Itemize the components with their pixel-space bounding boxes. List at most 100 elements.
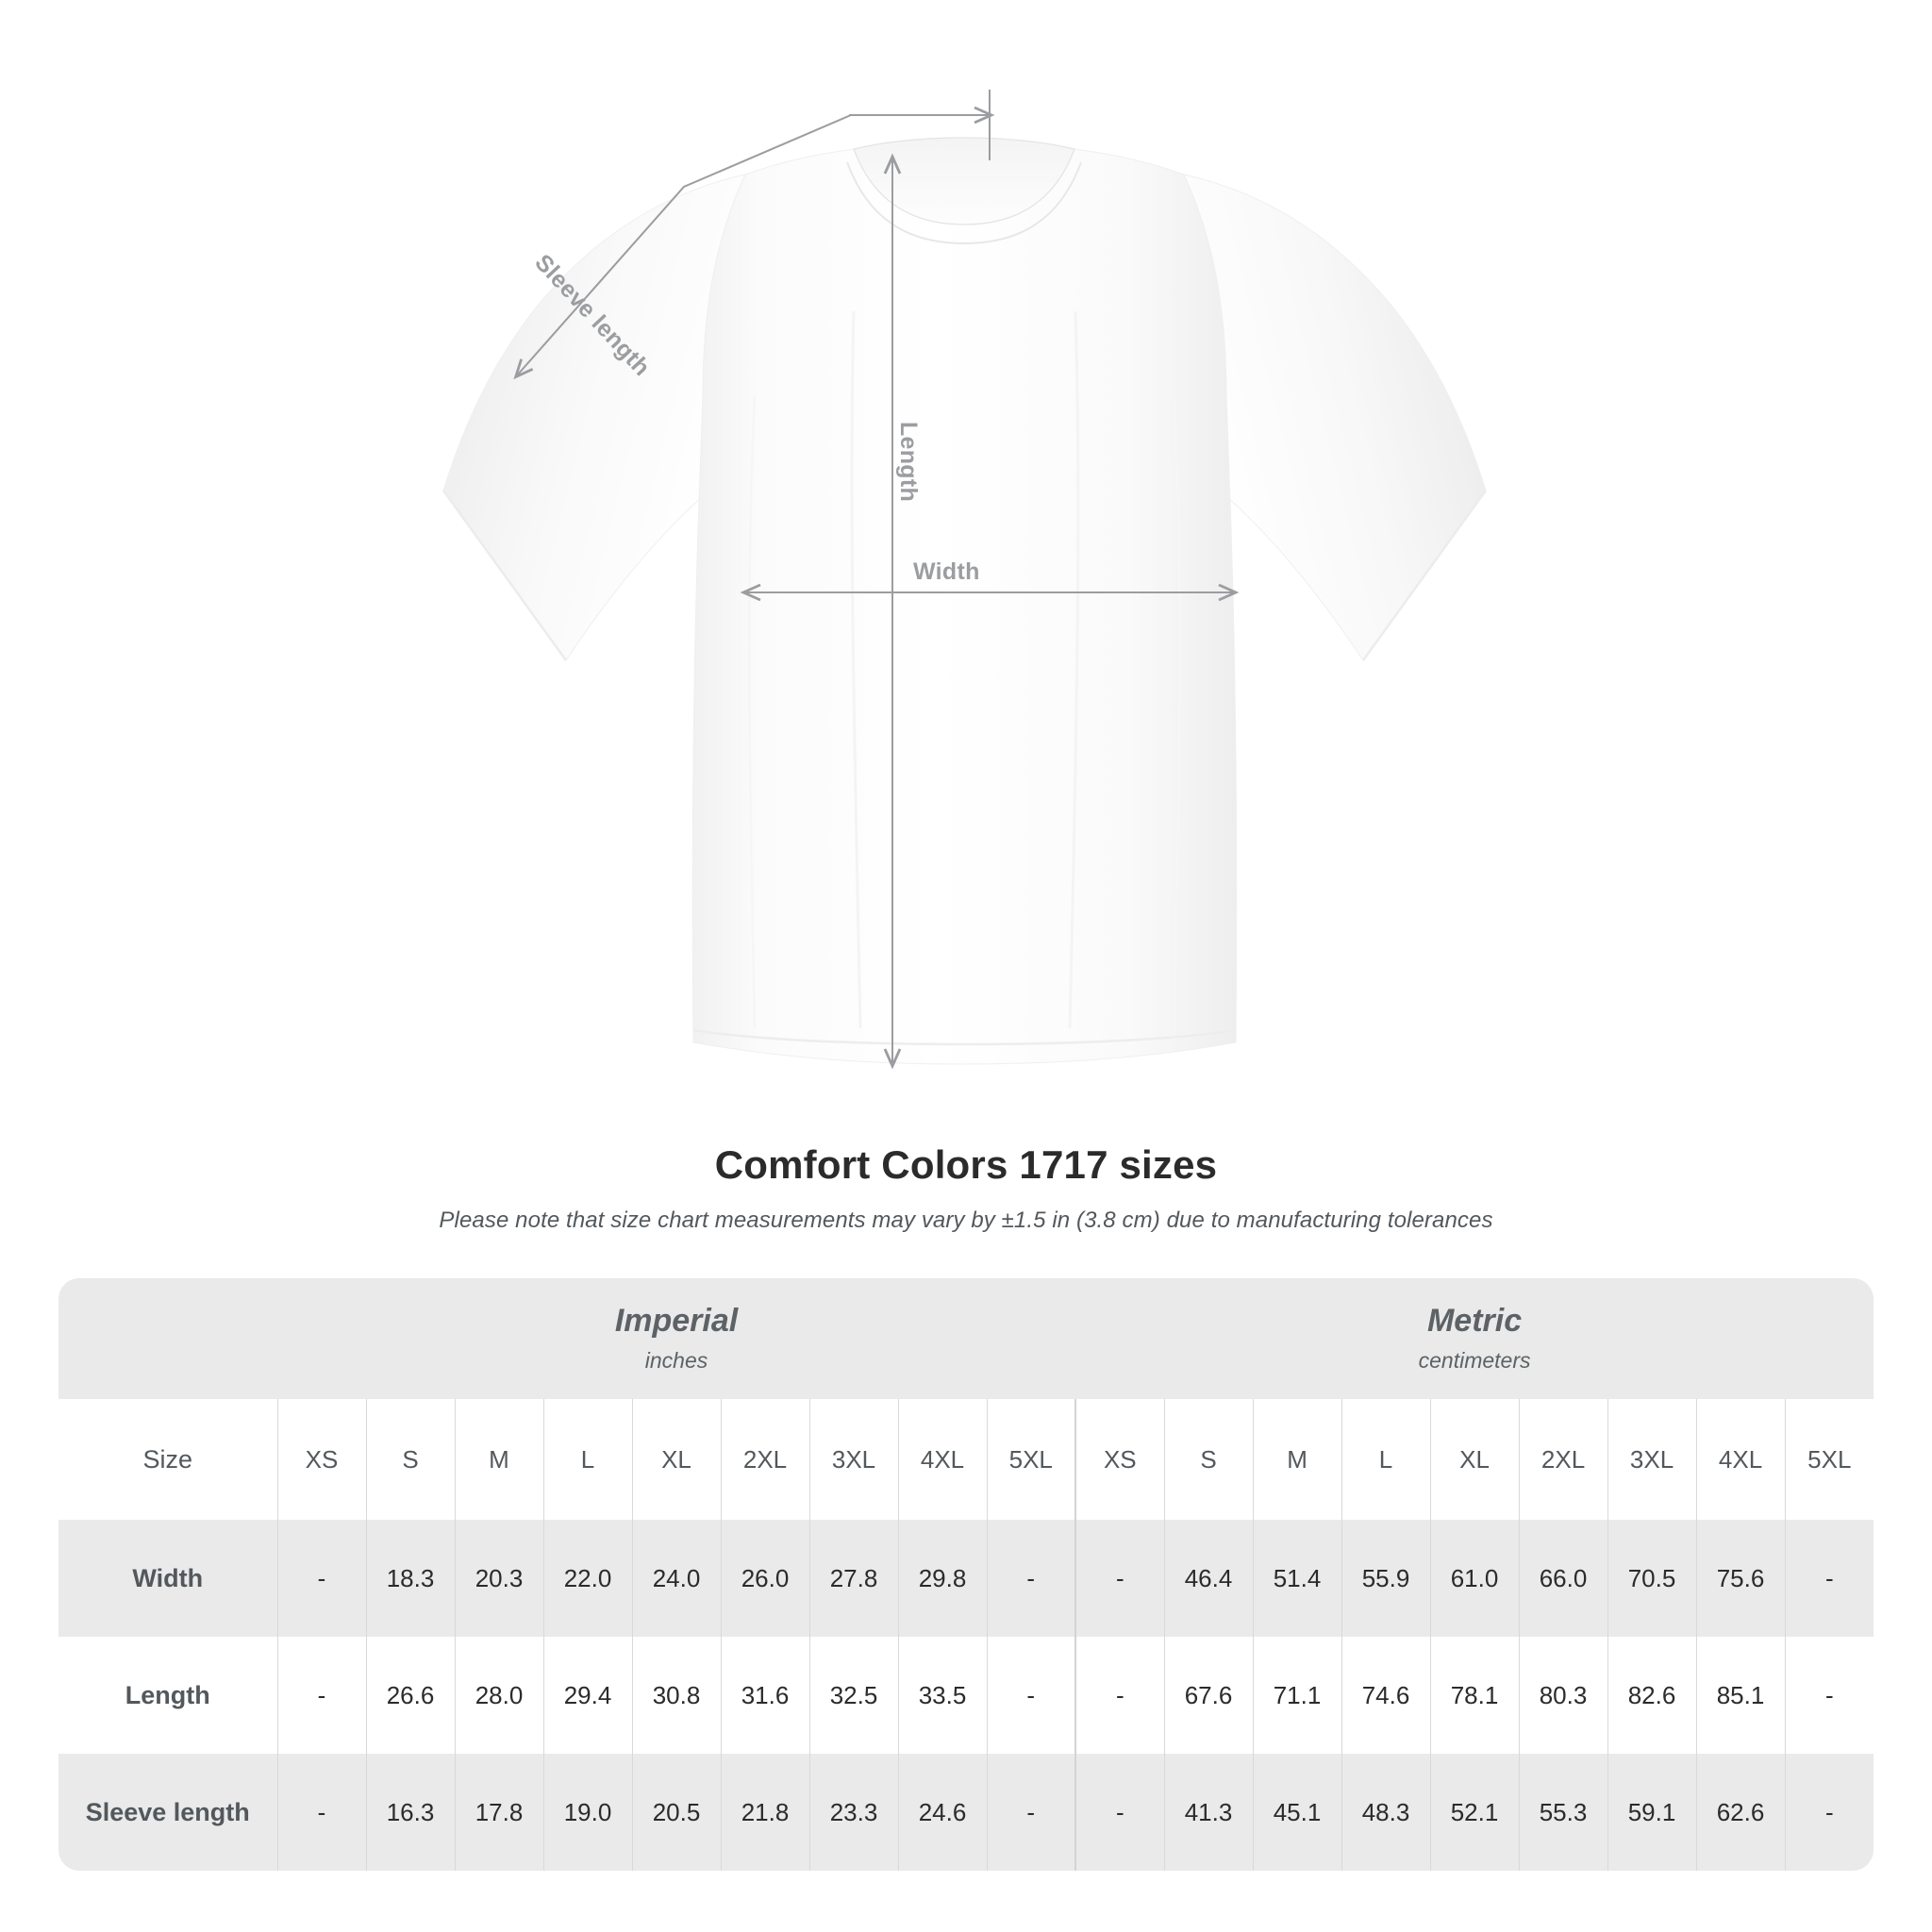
cell-length-metric-2xl: 80.3 xyxy=(1518,1637,1608,1754)
table-row: Sleeve length - 16.3 17.8 19.0 20.5 21.8… xyxy=(58,1754,1874,1871)
cell-width-metric-xl: 61.0 xyxy=(1429,1520,1520,1637)
cell-sleeve-metric-5xl: - xyxy=(1784,1754,1874,1871)
size-header-metric-xl: XL xyxy=(1429,1399,1520,1520)
cell-width-metric-4xl: 75.6 xyxy=(1695,1520,1786,1637)
size-header-imperial-3xl: 3XL xyxy=(808,1399,898,1520)
cell-sleeve-imperial-xl: 20.5 xyxy=(631,1754,721,1871)
tshirt-graphic xyxy=(441,90,1488,1070)
cell-width-imperial-4xl: 29.8 xyxy=(897,1520,987,1637)
cell-length-metric-4xl: 85.1 xyxy=(1695,1637,1786,1754)
cell-width-metric-5xl: - xyxy=(1784,1520,1874,1637)
cell-width-imperial-2xl: 26.0 xyxy=(720,1520,809,1637)
cell-length-imperial-4xl: 33.5 xyxy=(897,1637,987,1754)
cell-sleeve-imperial-4xl: 24.6 xyxy=(897,1754,987,1871)
size-header-metric-s: S xyxy=(1163,1399,1254,1520)
unit-group-metric: Metric centimeters xyxy=(1075,1278,1874,1399)
size-header-imperial-l: L xyxy=(542,1399,632,1520)
size-header-metric-4xl: 4XL xyxy=(1695,1399,1786,1520)
cell-width-imperial-3xl: 27.8 xyxy=(808,1520,898,1637)
cell-length-metric-3xl: 82.6 xyxy=(1607,1637,1697,1754)
tshirt-shape xyxy=(441,137,1488,1065)
cell-length-imperial-m: 28.0 xyxy=(454,1637,543,1754)
sleeve-length-arrow xyxy=(513,90,995,380)
size-header-imperial-s: S xyxy=(365,1399,455,1520)
cell-width-imperial-l: 22.0 xyxy=(542,1520,632,1637)
cell-width-metric-s: 46.4 xyxy=(1163,1520,1254,1637)
size-header-imperial-4xl: 4XL xyxy=(897,1399,987,1520)
size-header-imperial-5xl: 5XL xyxy=(986,1399,1076,1520)
cell-width-imperial-m: 20.3 xyxy=(454,1520,543,1637)
row-label-sleeve-length: Sleeve length xyxy=(58,1754,277,1871)
cell-width-imperial-xs: - xyxy=(276,1520,366,1637)
cell-length-imperial-3xl: 32.5 xyxy=(808,1637,898,1754)
cell-length-imperial-s: 26.6 xyxy=(365,1637,455,1754)
cell-sleeve-metric-4xl: 62.6 xyxy=(1695,1754,1786,1871)
cell-sleeve-imperial-xs: - xyxy=(276,1754,366,1871)
size-header-imperial-xl: XL xyxy=(631,1399,721,1520)
size-header-metric-xs: XS xyxy=(1074,1399,1165,1520)
cell-width-metric-xs: - xyxy=(1074,1520,1165,1637)
unit-group-row: Imperial inches Metric centimeters xyxy=(58,1278,1874,1399)
cell-length-imperial-xl: 30.8 xyxy=(631,1637,721,1754)
cell-sleeve-imperial-3xl: 23.3 xyxy=(808,1754,898,1871)
cell-length-metric-s: 67.6 xyxy=(1163,1637,1254,1754)
cell-sleeve-metric-l: 48.3 xyxy=(1341,1754,1431,1871)
size-header-metric-3xl: 3XL xyxy=(1607,1399,1697,1520)
cell-sleeve-metric-m: 45.1 xyxy=(1252,1754,1342,1871)
size-header-row: Size XS S M L XL 2XL 3XL 4XL 5XL XS S M … xyxy=(58,1399,1874,1520)
cell-width-imperial-5xl: - xyxy=(986,1520,1076,1637)
cell-width-metric-m: 51.4 xyxy=(1252,1520,1342,1637)
table-row: Width - 18.3 20.3 22.0 24.0 26.0 27.8 29… xyxy=(58,1520,1874,1637)
size-header-imperial-2xl: 2XL xyxy=(720,1399,809,1520)
size-header-metric-l: L xyxy=(1341,1399,1431,1520)
unit-group-imperial-name: Imperial xyxy=(614,1302,739,1339)
size-header-metric-m: M xyxy=(1252,1399,1342,1520)
size-table: Imperial inches Metric centimeters Size … xyxy=(58,1278,1874,1871)
cell-width-imperial-xl: 24.0 xyxy=(631,1520,721,1637)
cell-sleeve-imperial-2xl: 21.8 xyxy=(720,1754,809,1871)
cell-length-metric-5xl: - xyxy=(1784,1637,1874,1754)
cell-length-metric-xl: 78.1 xyxy=(1429,1637,1520,1754)
cell-length-imperial-l: 29.4 xyxy=(542,1637,632,1754)
cell-length-imperial-2xl: 31.6 xyxy=(720,1637,809,1754)
unit-group-metric-sub: centimeters xyxy=(1418,1348,1531,1374)
cell-sleeve-imperial-5xl: - xyxy=(986,1754,1076,1871)
size-header-imperial-xs: XS xyxy=(276,1399,366,1520)
cell-length-imperial-xs: - xyxy=(276,1637,366,1754)
row-label-length: Length xyxy=(58,1637,277,1754)
size-header-metric-5xl: 5XL xyxy=(1784,1399,1874,1520)
unit-row-spacer xyxy=(58,1278,277,1399)
cell-sleeve-metric-s: 41.3 xyxy=(1163,1754,1254,1871)
width-label: Width xyxy=(913,558,980,585)
cell-sleeve-metric-2xl: 55.3 xyxy=(1518,1754,1608,1871)
length-label: Length xyxy=(895,421,923,503)
unit-group-metric-name: Metric xyxy=(1426,1302,1523,1339)
cell-width-metric-2xl: 66.0 xyxy=(1518,1520,1608,1637)
size-header-metric-2xl: 2XL xyxy=(1518,1399,1608,1520)
title-block: Comfort Colors 1717 sizes Please note th… xyxy=(0,1141,1932,1234)
cell-sleeve-metric-xl: 52.1 xyxy=(1429,1754,1520,1871)
row-label-width: Width xyxy=(58,1520,277,1637)
tshirt-illustration: Sleeve length Length Width xyxy=(441,90,1488,1070)
size-header-label: Size xyxy=(58,1399,277,1520)
page-title: Comfort Colors 1717 sizes xyxy=(714,1142,1218,1187)
unit-group-imperial-sub: inches xyxy=(644,1348,708,1374)
cell-length-metric-l: 74.6 xyxy=(1341,1637,1431,1754)
cell-sleeve-metric-xs: - xyxy=(1074,1754,1165,1871)
cell-sleeve-metric-3xl: 59.1 xyxy=(1607,1754,1697,1871)
cell-length-metric-xs: - xyxy=(1074,1637,1165,1754)
size-table-container: Imperial inches Metric centimeters Size … xyxy=(58,1278,1874,1871)
cell-sleeve-imperial-l: 19.0 xyxy=(542,1754,632,1871)
cell-width-metric-3xl: 70.5 xyxy=(1607,1520,1697,1637)
cell-sleeve-imperial-s: 16.3 xyxy=(365,1754,455,1871)
cell-sleeve-imperial-m: 17.8 xyxy=(454,1754,543,1871)
table-row: Length - 26.6 28.0 29.4 30.8 31.6 32.5 3… xyxy=(58,1637,1874,1754)
cell-width-metric-l: 55.9 xyxy=(1341,1520,1431,1637)
unit-group-imperial: Imperial inches xyxy=(277,1278,1076,1399)
cell-width-imperial-s: 18.3 xyxy=(365,1520,455,1637)
cell-length-imperial-5xl: - xyxy=(986,1637,1076,1754)
cell-length-metric-m: 71.1 xyxy=(1252,1637,1342,1754)
tolerance-note: Please note that size chart measurements… xyxy=(439,1208,1493,1234)
size-header-imperial-m: M xyxy=(454,1399,543,1520)
